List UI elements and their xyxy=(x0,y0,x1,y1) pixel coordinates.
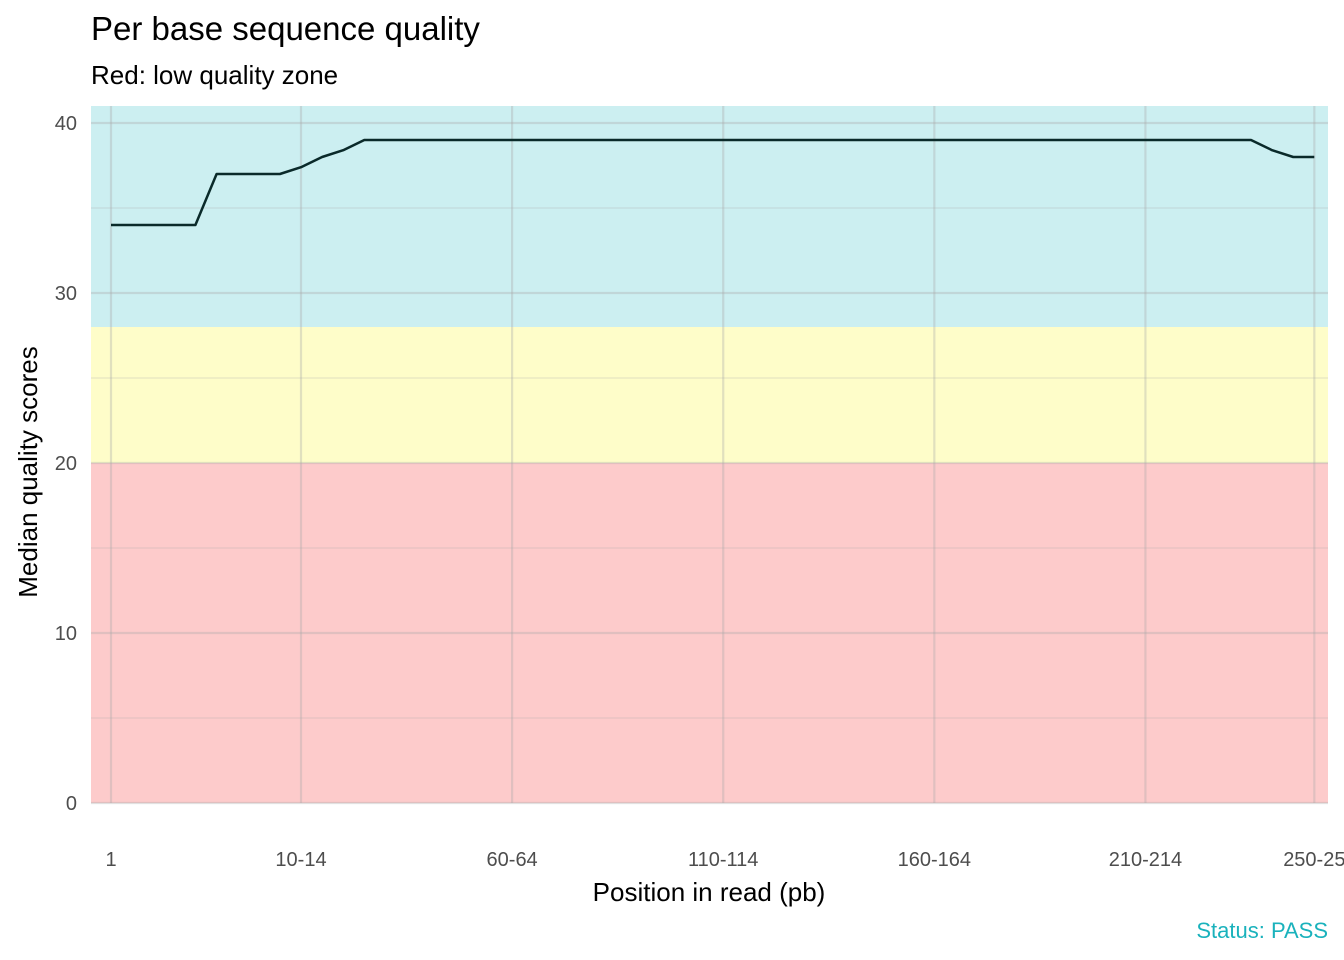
x-tick-label: 160-164 xyxy=(898,849,971,871)
y-axis-ticks: 0 10 20 30 40 xyxy=(55,113,77,815)
y-axis-title: Median quality scores xyxy=(13,346,43,597)
y-tick-label: 40 xyxy=(55,113,77,135)
y-tick-label: 0 xyxy=(66,793,77,815)
series-line-0 xyxy=(111,138,1315,227)
quality-zone-0 xyxy=(91,463,1328,803)
x-tick-label: 60-64 xyxy=(487,849,538,871)
x-axis-ticks: 1 10-14 60-64 110-114 160-164 210-214 250-25 xyxy=(105,849,1344,871)
x-axis-title: Position in read (pb) xyxy=(593,877,826,907)
chart-subtitle: Red: low quality zone xyxy=(91,60,339,90)
quality-zones xyxy=(91,106,1328,803)
y-tick-label: 10 xyxy=(55,623,77,645)
x-tick-label: 210-214 xyxy=(1109,849,1182,871)
series-layer xyxy=(111,138,1315,227)
chart-title: Per base sequence quality xyxy=(91,10,480,47)
y-tick-label: 20 xyxy=(55,453,77,475)
x-tick-label: 10-14 xyxy=(275,849,326,871)
x-tick-label: 110-114 xyxy=(688,849,758,871)
quality-zone-2 xyxy=(91,106,1328,327)
status-caption: Status: PASS xyxy=(1196,918,1328,943)
y-tick-label: 30 xyxy=(55,283,77,305)
grid-lines xyxy=(91,106,1328,805)
x-tick-label: 250-25 xyxy=(1283,849,1344,871)
quality-zone-1 xyxy=(91,327,1328,463)
x-tick-label: 1 xyxy=(105,849,116,871)
